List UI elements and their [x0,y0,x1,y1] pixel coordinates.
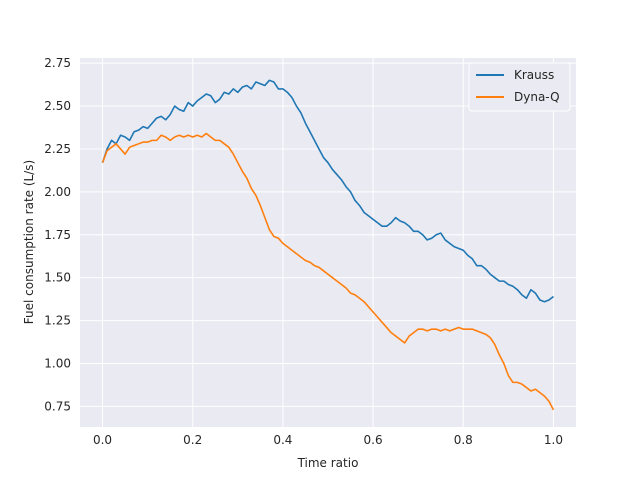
y-axis-label: Fuel consumption rate (L/s) [22,160,36,324]
y-tick-label: 2.00 [44,185,71,199]
x-tick-label: 1.0 [544,433,563,447]
y-tick-label: 2.75 [44,56,71,70]
legend: Krauss Dyna-Q [468,62,571,112]
legend-label-krauss: Krauss [514,68,554,82]
series-line-krauss [101,79,554,303]
y-tick-label: 2.25 [44,142,71,156]
x-tick-label: 0.6 [364,433,383,447]
legend-label-dyna-q: Dyna-Q [514,90,560,104]
x-tick-label: 0.0 [93,433,112,447]
y-tick-label: 0.75 [44,399,71,413]
series-line-dyna-q [101,132,555,411]
x-tick-labels: 0.0 0.2 0.4 0.6 0.8 1.0 [93,433,563,447]
y-tick-label: 1.00 [44,356,71,370]
y-tick-label: 1.50 [44,271,71,285]
x-tick-label: 0.8 [454,433,473,447]
x-tick-label: 0.2 [183,433,202,447]
x-tick-label: 0.4 [273,433,292,447]
y-tick-labels: 0.75 1.00 1.25 1.50 1.75 2.00 2.25 2.50 2.75 [44,56,71,413]
y-tick-label: 1.25 [44,314,71,328]
series-lines [101,79,555,411]
y-tick-label: 2.50 [44,99,71,113]
x-axis-label: Time ratio [297,456,359,470]
plot-background [80,58,576,427]
y-tick-label: 1.75 [44,228,71,242]
